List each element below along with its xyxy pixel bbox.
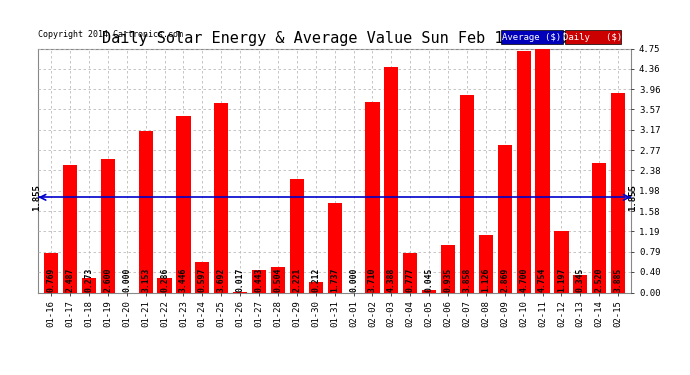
Bar [177, 116, 190, 292]
Text: 0.286: 0.286 [160, 268, 169, 292]
Text: 0.777: 0.777 [406, 268, 415, 292]
Text: 2.520: 2.520 [595, 268, 604, 292]
Text: 3.885: 3.885 [613, 268, 622, 292]
Text: 2.600: 2.600 [104, 268, 112, 292]
FancyBboxPatch shape [501, 30, 563, 44]
Text: 3.153: 3.153 [141, 268, 150, 292]
Bar [271, 267, 285, 292]
Text: 1.197: 1.197 [557, 268, 566, 292]
Text: 0.935: 0.935 [444, 268, 453, 292]
Bar [252, 270, 266, 292]
Bar [592, 163, 607, 292]
Bar [366, 102, 380, 292]
Text: 0.045: 0.045 [424, 268, 433, 292]
Bar [573, 275, 587, 292]
Text: 1.855: 1.855 [629, 184, 638, 211]
Text: 0.212: 0.212 [311, 268, 320, 292]
Bar [497, 145, 512, 292]
Bar [44, 253, 58, 292]
Text: 0.000: 0.000 [122, 268, 131, 292]
Bar [328, 203, 342, 292]
Bar [403, 253, 417, 292]
Bar [517, 51, 531, 292]
Text: 0.443: 0.443 [255, 268, 264, 292]
Text: 0.017: 0.017 [236, 268, 245, 292]
Text: 1.737: 1.737 [330, 268, 339, 292]
Text: 1.126: 1.126 [482, 268, 491, 292]
Text: Average ($): Average ($) [502, 33, 561, 42]
Bar [157, 278, 172, 292]
Bar [554, 231, 569, 292]
Bar [101, 159, 115, 292]
Bar [308, 282, 323, 292]
Text: 2.869: 2.869 [500, 268, 509, 292]
Bar [63, 165, 77, 292]
Text: 0.000: 0.000 [349, 268, 358, 292]
Text: 4.754: 4.754 [538, 268, 547, 292]
Bar [460, 94, 474, 292]
Bar [290, 178, 304, 292]
Text: 3.692: 3.692 [217, 268, 226, 292]
Text: 3.858: 3.858 [462, 268, 471, 292]
Text: 3.446: 3.446 [179, 268, 188, 292]
Text: 2.487: 2.487 [66, 268, 75, 292]
Bar [479, 235, 493, 292]
Bar [195, 262, 210, 292]
Text: 0.345: 0.345 [576, 268, 585, 292]
Bar [535, 48, 550, 292]
Text: 1.855: 1.855 [32, 184, 41, 211]
FancyBboxPatch shape [565, 30, 621, 44]
Text: Copyright 2014 Cartronics.com: Copyright 2014 Cartronics.com [38, 30, 183, 39]
Bar [214, 103, 228, 292]
Text: 4.700: 4.700 [519, 268, 528, 292]
Text: 0.769: 0.769 [47, 268, 56, 292]
Bar [82, 279, 96, 292]
Title: Daily Solar Energy & Average Value Sun Feb 16 07:06: Daily Solar Energy & Average Value Sun F… [102, 31, 567, 46]
Text: 4.388: 4.388 [387, 268, 396, 292]
Text: 0.597: 0.597 [198, 268, 207, 292]
Text: Daily   ($): Daily ($) [563, 33, 622, 42]
Text: 0.273: 0.273 [84, 268, 93, 292]
Bar [611, 93, 625, 292]
Bar [139, 131, 152, 292]
Text: 0.504: 0.504 [273, 268, 282, 292]
Text: 2.221: 2.221 [293, 268, 302, 292]
Bar [441, 244, 455, 292]
Bar [422, 290, 436, 292]
Bar [384, 68, 398, 292]
Text: 3.710: 3.710 [368, 268, 377, 292]
